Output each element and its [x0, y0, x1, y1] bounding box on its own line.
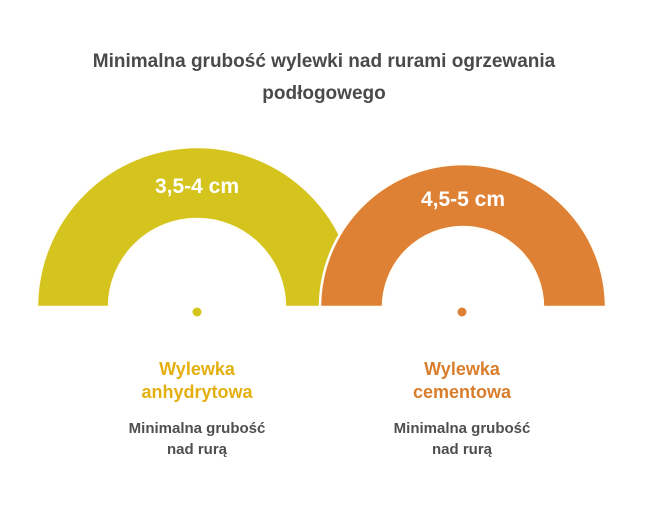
gauge-arc-cement: [318, 162, 608, 309]
gauge-arc-anhydrite: [35, 145, 359, 309]
page-title-line1: Minimalna grubość wylewki nad rurami ogr…: [92, 51, 556, 72]
gauge-label-anhydrite-line2: anhydrytowa: [141, 382, 253, 402]
gauges-canvas: 3,5-4 cm 4,5-5 cm: [35, 145, 608, 319]
gauge-caption-cement-line2: nad rurą: [431, 441, 492, 458]
page-title-line2: podłogowego: [262, 83, 386, 104]
marker-dot-anhydrite: [190, 305, 204, 319]
gauge-label-cement-line2: cementowa: [412, 382, 512, 402]
gauge-label-cement: Wylewka cementowa: [332, 358, 592, 408]
gauge-caption-anhydrite: Minimalna grubość nad rurą: [67, 418, 327, 462]
gauge-caption-anhydrite-line1: Minimalna grubość: [128, 420, 266, 437]
gauge-label-anhydrite: Wylewka anhydrytowa: [67, 358, 327, 408]
gauge-label-anhydrite-line1: Wylewka: [159, 359, 235, 379]
gauge-value-anhydrite: 3,5-4 cm: [155, 175, 239, 198]
gauge-caption-anhydrite-line2: nad rurą: [166, 441, 227, 458]
gauge-caption-cement-line1: Minimalna grubość: [393, 420, 531, 437]
marker-dot-cement: [455, 305, 469, 319]
gauge-label-cement-line1: Wylewka: [424, 359, 500, 379]
gauge-value-cement: 4,5-5 cm: [421, 188, 505, 211]
gauge-caption-cement: Minimalna grubość nad rurą: [332, 418, 592, 462]
page-title: Minimalna grubość wylewki nad rurami ogr…: [0, 46, 648, 110]
